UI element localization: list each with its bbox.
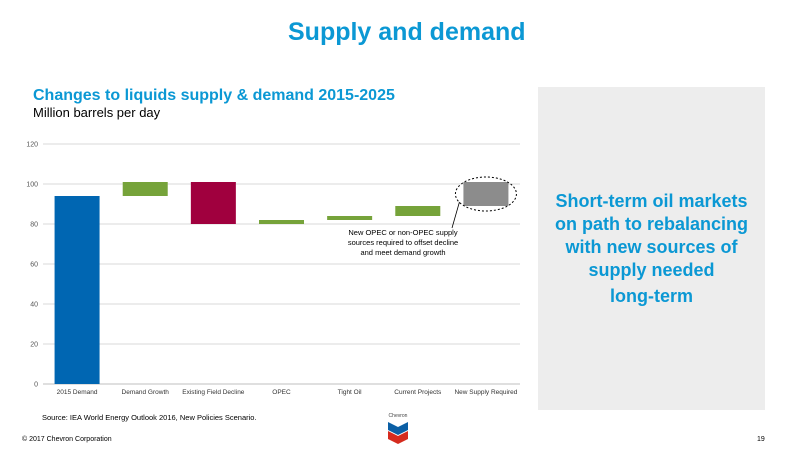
x-tick-label: Existing Field Decline	[182, 389, 245, 396]
bar	[463, 182, 509, 206]
bar	[190, 182, 236, 224]
y-tick-label: 0	[34, 382, 38, 389]
callout-line: supply needed	[588, 260, 715, 280]
page-number: 19	[757, 436, 765, 443]
callout-text: Short-term oil markets on path to rebala…	[538, 190, 765, 308]
y-tick-label: 40	[30, 302, 38, 309]
x-tick-label: 2015 Demand	[57, 389, 98, 396]
x-tick-label: Tight Oil	[338, 389, 363, 396]
callout-panel	[538, 87, 765, 410]
bar	[259, 220, 304, 224]
slide-title: Supply and demand	[288, 18, 526, 46]
y-tick-label: 80	[30, 222, 38, 229]
callout-line: with new sources of	[565, 237, 738, 257]
annotation-pointer	[451, 201, 460, 229]
logo-wordmark: Chevron	[388, 413, 408, 419]
y-tick-label: 100	[26, 182, 38, 189]
x-tick-label: OPEC	[272, 389, 291, 396]
annotation-line: sources required to offset decline	[347, 238, 459, 247]
copyright: © 2017 Chevron Corporation	[22, 436, 112, 443]
callout-line: on path to rebalancing	[554, 214, 748, 234]
bar	[395, 206, 441, 216]
y-tick-label: 20	[30, 342, 38, 349]
source-note: Source: IEA World Energy Outlook 2016, N…	[42, 413, 257, 422]
annotation-line: and meet demand growth	[360, 248, 446, 257]
chart-subtitle: Million barrels per day	[33, 105, 161, 120]
x-tick-label: Demand Growth	[122, 389, 170, 396]
bar	[327, 216, 373, 220]
y-tick-label: 120	[26, 142, 38, 149]
chart-annotation: New OPEC or non-OPEC supply sources requ…	[328, 228, 478, 258]
bar	[54, 196, 100, 384]
chart-title: Changes to liquids supply & demand 2015-…	[33, 87, 395, 104]
highlight-ellipse	[454, 176, 517, 212]
bar	[122, 182, 168, 196]
x-tick-label: Current Projects	[394, 389, 442, 396]
y-tick-label: 60	[30, 262, 38, 269]
callout-line: long-term	[610, 286, 693, 306]
callout-line: Short-term oil markets	[555, 191, 748, 211]
chevron-logo-icon	[388, 422, 408, 444]
x-tick-label: New Supply Required	[454, 389, 517, 396]
chevron-logo: Chevron	[378, 413, 418, 444]
annotation-line: New OPEC or non-OPEC supply	[348, 228, 458, 237]
